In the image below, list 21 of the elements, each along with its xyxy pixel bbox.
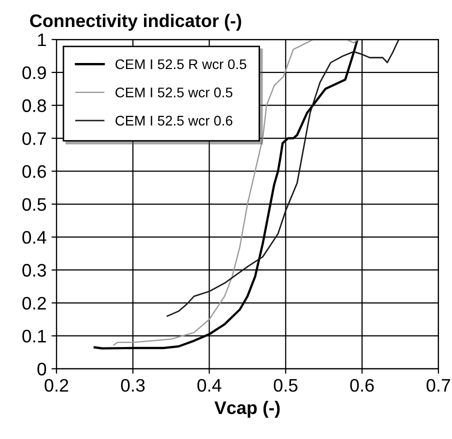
legend-label: CEM I 52.5 R wcr 0.5: [116, 59, 246, 70]
y-tick-label: 0.2: [22, 296, 46, 310]
legend-label: CEM I 52.5 wcr 0.5: [116, 88, 232, 98]
y-tick-label: 0.9: [22, 66, 46, 80]
x-tick-label: 0.7: [426, 378, 450, 392]
y-tick-label: 0.6: [22, 165, 46, 178]
y-tick-label: 0: [37, 362, 46, 376]
y-tick-label: 0.3: [22, 264, 46, 277]
chart-title: Connectivity indicator (-): [30, 14, 242, 31]
y-tick-label: 0.5: [22, 198, 46, 211]
y-tick-label: 0.7: [22, 132, 46, 146]
y-tick-label: 0.1: [22, 330, 46, 343]
x-tick-label: 0.3: [121, 378, 145, 392]
x-tick-label: 0.6: [350, 378, 374, 392]
y-tick-label: 0.4: [22, 230, 46, 244]
x-tick-label: 0.5: [274, 378, 298, 392]
y-tick-label: 1: [38, 34, 46, 46]
x-tick-label: 0.4: [197, 378, 222, 392]
y-tick-label: 0.8: [22, 99, 46, 112]
legend-label: CEM I 52.5 wcr 0.6: [116, 116, 232, 126]
x-axis-title: Vcap (-): [214, 400, 280, 418]
